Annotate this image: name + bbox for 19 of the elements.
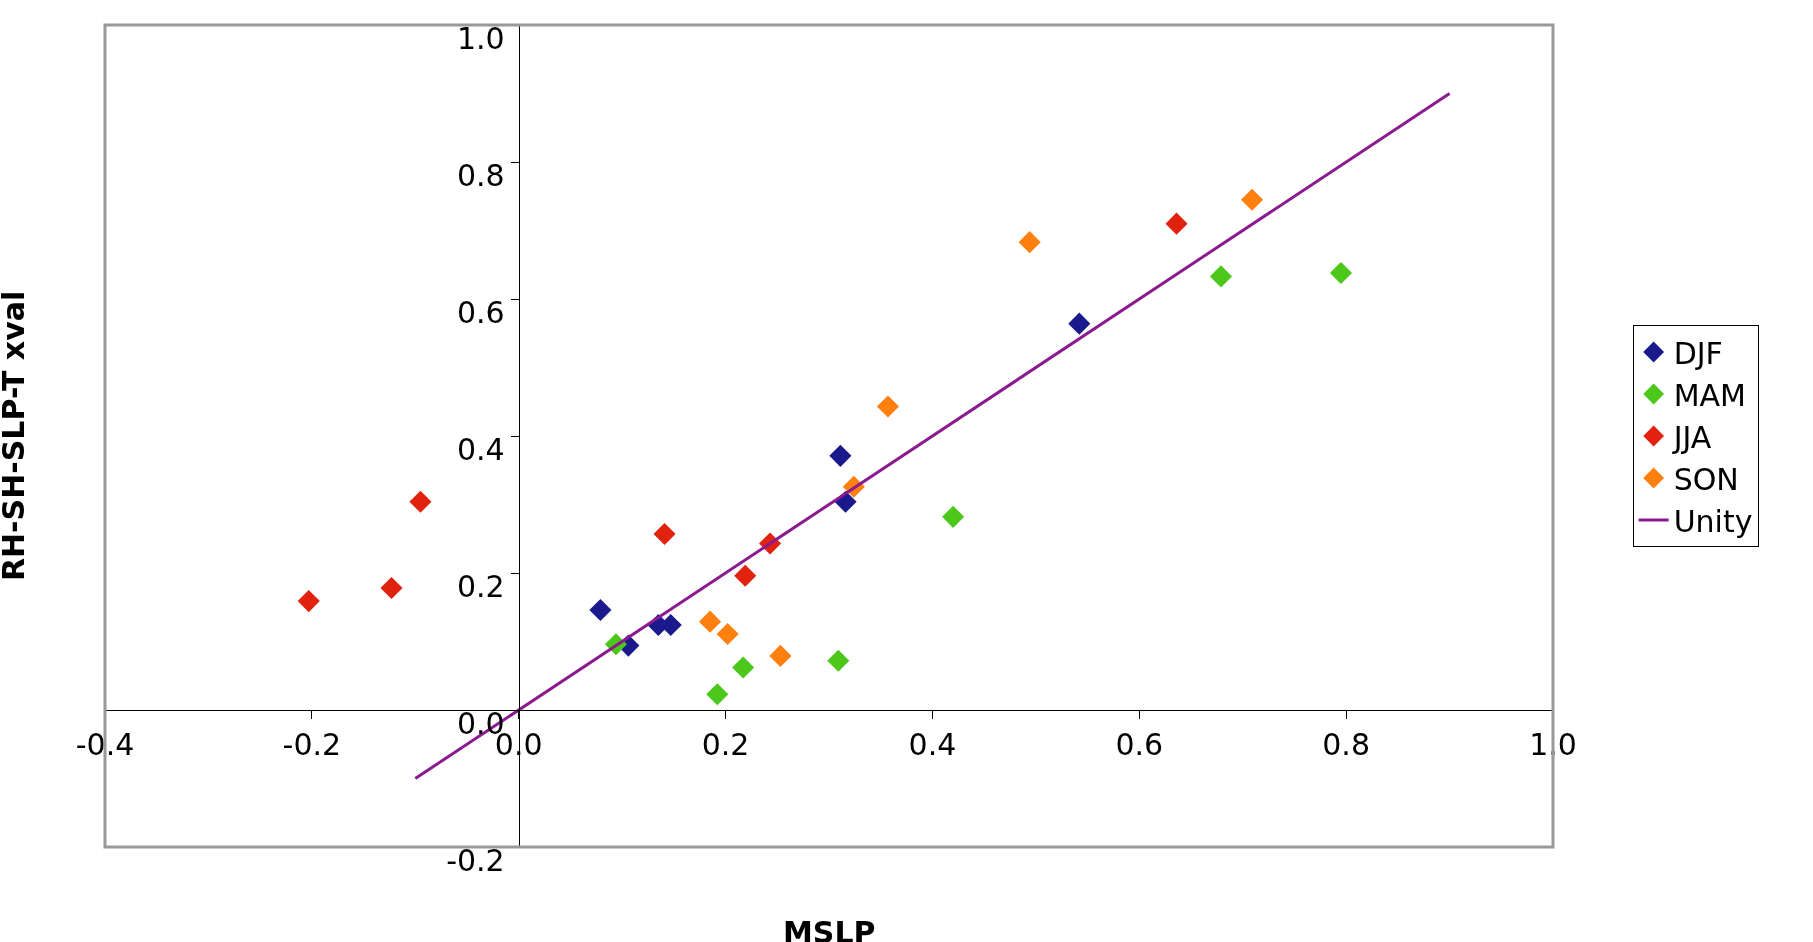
y-tick-label: 0.8 bbox=[457, 157, 505, 193]
y-tick-label: 1.0 bbox=[457, 20, 505, 56]
y-tick-label: 0.4 bbox=[457, 431, 505, 467]
legend-label: JJA bbox=[1671, 419, 1712, 455]
x-tick-label: 1.0 bbox=[1529, 727, 1577, 762]
legend-label: Unity bbox=[1673, 503, 1753, 539]
x-tick-label: -0.4 bbox=[75, 727, 135, 762]
y-tick-label: 0.6 bbox=[457, 294, 505, 330]
y-axis-title: RH-SH-SLP-T xval bbox=[0, 290, 32, 582]
legend-label: SON bbox=[1673, 461, 1739, 497]
x-tick-label: 0.8 bbox=[1322, 727, 1370, 762]
x-tick-label: 0.2 bbox=[701, 727, 750, 762]
y-tick-label: -0.2 bbox=[446, 842, 505, 878]
legend-label: MAM bbox=[1673, 377, 1746, 413]
x-tick-label: 0.6 bbox=[1115, 727, 1164, 762]
legend-label: DJF bbox=[1673, 335, 1723, 371]
y-tick-label: 0.2 bbox=[457, 568, 505, 604]
x-tick-label: -0.2 bbox=[282, 727, 342, 762]
x-tick-label: 0.4 bbox=[908, 727, 957, 762]
